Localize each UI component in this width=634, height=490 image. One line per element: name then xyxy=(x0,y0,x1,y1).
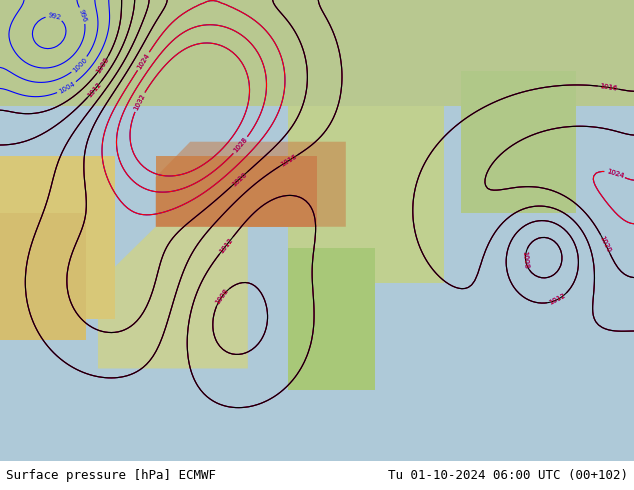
Text: 1012: 1012 xyxy=(86,81,103,98)
Text: 1020: 1020 xyxy=(598,235,612,253)
Text: 1020: 1020 xyxy=(231,171,248,188)
Text: 1008: 1008 xyxy=(95,56,110,74)
Text: 1004: 1004 xyxy=(58,81,76,95)
Text: 1000: 1000 xyxy=(71,56,88,74)
Polygon shape xyxy=(461,71,576,213)
Polygon shape xyxy=(288,106,444,283)
Text: 1008: 1008 xyxy=(95,56,110,74)
Polygon shape xyxy=(98,227,248,368)
Text: 1028: 1028 xyxy=(233,137,249,154)
Text: 1012: 1012 xyxy=(548,293,567,306)
Text: Surface pressure [hPa] ECMWF: Surface pressure [hPa] ECMWF xyxy=(6,469,216,482)
Polygon shape xyxy=(0,213,86,340)
Polygon shape xyxy=(0,156,115,319)
Text: 1012: 1012 xyxy=(218,237,234,254)
Text: 992: 992 xyxy=(47,12,61,21)
Text: 1008: 1008 xyxy=(522,250,529,269)
Text: 1020: 1020 xyxy=(598,235,612,253)
Polygon shape xyxy=(0,0,634,106)
Text: 1024: 1024 xyxy=(605,168,624,179)
Text: 1032: 1032 xyxy=(133,93,146,111)
Text: 1024: 1024 xyxy=(605,168,624,179)
Text: 1008: 1008 xyxy=(522,250,529,269)
Text: Tu 01-10-2024 06:00 UTC (00+102): Tu 01-10-2024 06:00 UTC (00+102) xyxy=(387,469,628,482)
Text: 1016: 1016 xyxy=(599,83,618,92)
Polygon shape xyxy=(155,156,317,227)
Text: 996: 996 xyxy=(78,8,88,23)
Polygon shape xyxy=(288,248,375,390)
Text: 1012: 1012 xyxy=(218,237,234,254)
Text: 1008: 1008 xyxy=(214,288,230,306)
Text: 1016: 1016 xyxy=(279,153,298,168)
Text: 1032: 1032 xyxy=(133,93,146,111)
Text: 1008: 1008 xyxy=(214,288,230,306)
Text: 1012: 1012 xyxy=(86,81,103,98)
Text: 1016: 1016 xyxy=(599,83,618,92)
Text: 1012: 1012 xyxy=(548,293,567,306)
Text: 1020: 1020 xyxy=(231,171,248,188)
Polygon shape xyxy=(155,142,346,227)
Text: 1016: 1016 xyxy=(279,153,298,168)
Text: 1028: 1028 xyxy=(233,137,249,154)
Text: 1024: 1024 xyxy=(136,52,151,71)
Text: 1024: 1024 xyxy=(136,52,151,71)
